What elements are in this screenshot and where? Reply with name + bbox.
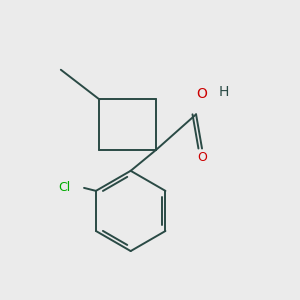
Text: Cl: Cl bbox=[58, 182, 71, 194]
Text: O: O bbox=[197, 152, 207, 164]
Text: H: H bbox=[218, 85, 229, 100]
Text: O: O bbox=[196, 87, 208, 101]
